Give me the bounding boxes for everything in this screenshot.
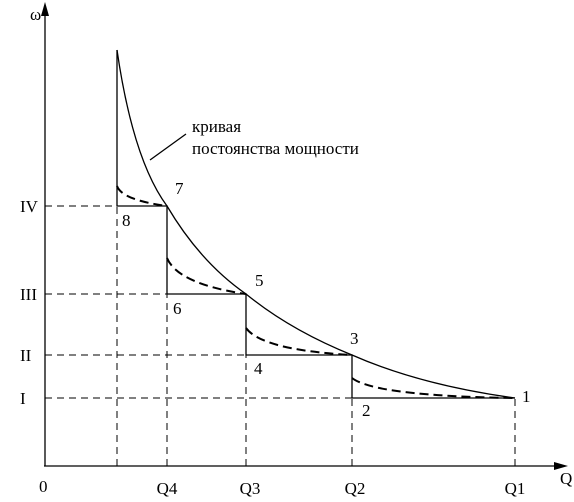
level-label: III [20, 285, 37, 304]
point-label: 5 [255, 271, 264, 290]
q-label: Q1 [505, 479, 526, 498]
point-label: 1 [522, 387, 531, 406]
annotation: постоянства мощности [192, 139, 359, 158]
q-label: Q3 [240, 479, 261, 498]
level-label: I [20, 389, 26, 408]
origin: 0 [39, 477, 48, 496]
x-arrow [554, 462, 568, 470]
level-label: II [20, 346, 32, 365]
level-label: IV [20, 197, 39, 216]
dashed-guides [45, 205, 516, 466]
point-label: 2 [362, 401, 371, 420]
steps [116, 50, 515, 399]
point-label: 3 [350, 329, 359, 348]
point-label: 7 [175, 179, 184, 198]
power-curve [116, 49, 516, 399]
point-label: 8 [122, 211, 131, 230]
point-label: 6 [173, 299, 182, 318]
annotation: кривая [192, 117, 241, 136]
axes [41, 2, 568, 470]
y-arrow [41, 2, 49, 16]
point-label: 4 [254, 359, 263, 378]
q-label: Q4 [157, 479, 178, 498]
y-label: ω [30, 5, 41, 24]
dashed-curves [116, 185, 516, 399]
q-label: Q2 [345, 479, 366, 498]
x-label: Q [560, 469, 572, 488]
leader-line [149, 133, 187, 161]
